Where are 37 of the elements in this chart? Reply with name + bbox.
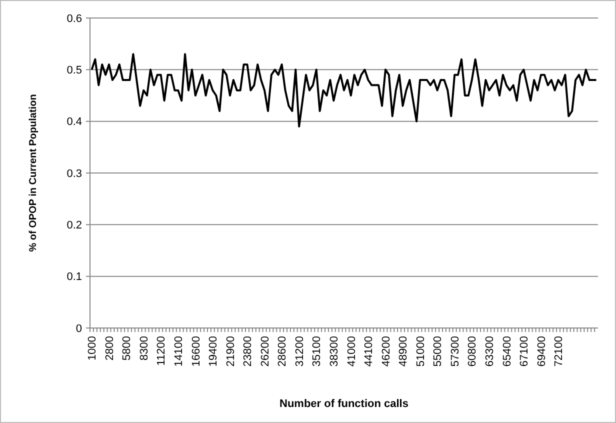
x-tick-label: 5800 xyxy=(121,336,134,360)
x-axis-title: Number of function calls xyxy=(280,398,408,410)
x-tick-label: 31200 xyxy=(294,336,306,367)
x-tick-label: 60800 xyxy=(466,336,479,367)
x-tick-label: 57300 xyxy=(449,336,462,367)
x-tick-label: 23800 xyxy=(242,336,254,367)
x-tick-label: 14100 xyxy=(172,336,185,367)
y-tick-label: 0.6 xyxy=(66,12,82,25)
y-tick-label: 0.4 xyxy=(66,116,82,128)
x-tick-label: 35100 xyxy=(311,336,324,367)
x-tick-label: 11200 xyxy=(156,336,168,366)
x-tick-label: 69400 xyxy=(536,336,548,367)
x-tick-label: 1000 xyxy=(86,336,99,360)
y-axis-title: % of OPOP in Current Population xyxy=(28,94,39,252)
x-tick-label: 8300 xyxy=(138,336,150,360)
x-tick-label: 41000 xyxy=(346,336,358,367)
x-tick-label: 19400 xyxy=(208,336,220,367)
y-tick-label: 0.1 xyxy=(66,271,82,284)
y-tick-label: 0.5 xyxy=(66,64,82,77)
x-tick-label: 2800 xyxy=(104,336,116,360)
x-tick-label: 65400 xyxy=(501,336,514,367)
y-tick-label: 0 xyxy=(76,322,82,335)
x-tick-label: 67100 xyxy=(518,336,531,367)
x-tick-label: 38300 xyxy=(328,336,340,367)
x-tick-label: 26200 xyxy=(259,336,272,367)
x-tick-label: 63300 xyxy=(484,336,496,367)
x-tick-label: 28600 xyxy=(276,336,289,367)
x-tick-label: 55000 xyxy=(432,336,444,367)
y-tick-label: 0.2 xyxy=(66,220,82,232)
x-tick-label: 51000 xyxy=(414,336,427,367)
x-tick-label: 21900 xyxy=(224,336,237,367)
x-tick-label: 16600 xyxy=(190,336,202,367)
x-tick-label: 72100 xyxy=(553,336,566,367)
x-tick-label: 44100 xyxy=(363,336,376,367)
y-tick-label: 0.3 xyxy=(66,168,82,180)
x-tick-label: 48900 xyxy=(398,336,410,367)
x-tick-label: 46200 xyxy=(380,336,392,367)
